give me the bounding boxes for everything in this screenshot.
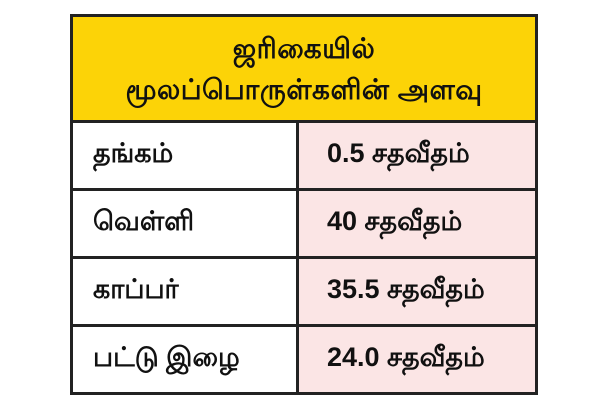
table-row: பட்டு இழை 24.0 சதவீதம் — [73, 327, 535, 392]
material-cell: தங்கம் — [73, 123, 299, 188]
table-title-line2: மூலப்பொருள்களின் அளவு — [125, 73, 483, 105]
amount-cell: 40 சதவீதம் — [299, 191, 535, 256]
material-cell: பட்டு இழை — [73, 327, 299, 392]
material-cell: வெள்ளி — [73, 191, 299, 256]
amount-cell: 0.5 சதவீதம் — [299, 123, 535, 188]
table-row: வெள்ளி 40 சதவீதம் — [73, 191, 535, 259]
zari-composition-table: ஜரிகையில் மூலப்பொருள்களின் அளவு தங்கம் 0… — [70, 14, 538, 395]
table-row: தங்கம் 0.5 சதவீதம் — [73, 123, 535, 191]
table-title-line1: ஜரிகையில் — [232, 32, 376, 64]
table-header: ஜரிகையில் மூலப்பொருள்களின் அளவு — [73, 17, 535, 123]
amount-cell: 35.5 சதவீதம் — [299, 259, 535, 324]
amount-cell: 24.0 சதவீதம் — [299, 327, 535, 392]
table-row: காப்பர் 35.5 சதவீதம் — [73, 259, 535, 327]
table-body: தங்கம் 0.5 சதவீதம் வெள்ளி 40 சதவீதம் காப… — [73, 123, 535, 392]
material-cell: காப்பர் — [73, 259, 299, 324]
